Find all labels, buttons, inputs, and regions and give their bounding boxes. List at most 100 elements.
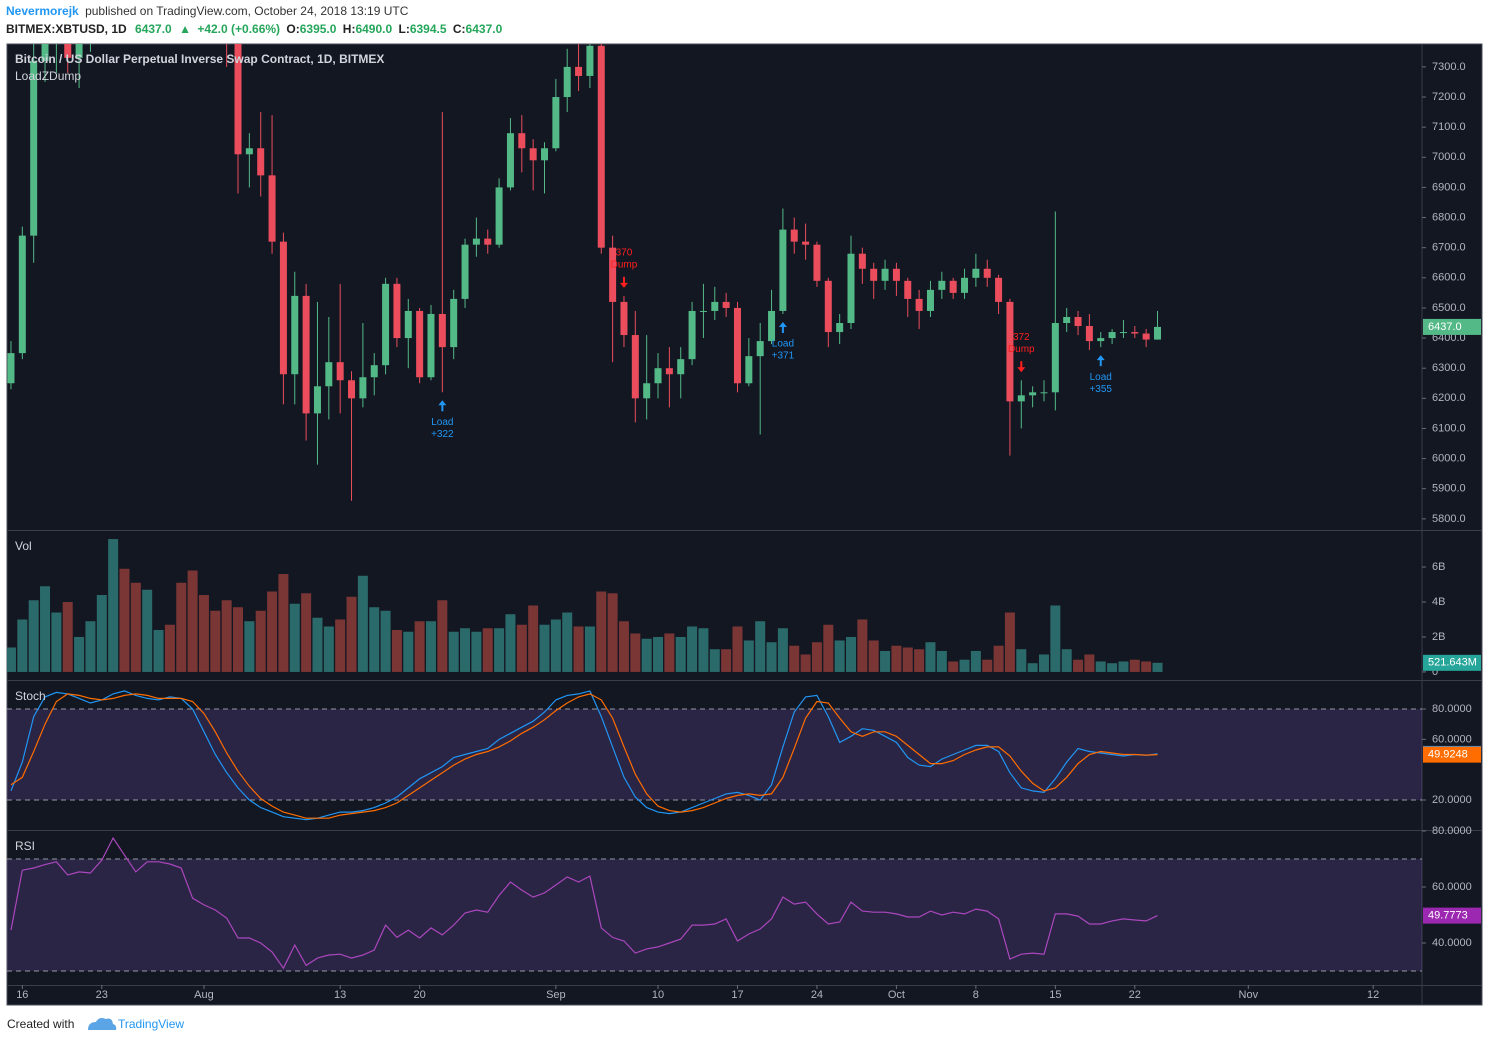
volume-bar [584, 626, 595, 672]
candle-body [1063, 316, 1071, 324]
created-with: Created with [7, 1017, 74, 1031]
candle-body [1154, 326, 1162, 340]
candle-body [575, 66, 583, 76]
band-fill [7, 859, 1422, 971]
candle-body [802, 241, 810, 245]
candle-body [1006, 301, 1014, 402]
candle-body [733, 307, 741, 384]
volume-bar [96, 595, 107, 672]
y-tick-label: 6600.0 [1432, 272, 1466, 284]
volume-bar [1027, 663, 1038, 672]
volume-bar [267, 591, 278, 672]
volume-bar [550, 619, 561, 672]
y-tick-label: 6300.0 [1432, 362, 1466, 374]
y-tick-label: 80.0000 [1432, 825, 1472, 837]
x-tick-label: 12 [1367, 989, 1379, 1001]
volume-bar [891, 645, 902, 672]
candle-body [518, 133, 526, 149]
panel [7, 539, 1163, 672]
candle-body [450, 298, 458, 348]
volume-bar [675, 636, 686, 672]
signal-arrow [438, 400, 447, 412]
volume-bar [1061, 649, 1072, 672]
volume-bar [902, 647, 913, 672]
volume-bar [1141, 661, 1152, 672]
volume-bar [664, 633, 675, 672]
candle-body [506, 133, 514, 188]
candle-body [18, 235, 26, 354]
last-value-box [1423, 654, 1481, 671]
candle-body [279, 241, 287, 375]
volume-bar [766, 642, 777, 672]
volume-bar [425, 621, 436, 672]
volume-bar [709, 649, 720, 672]
volume-bar [505, 614, 516, 672]
volume-bar [198, 595, 209, 672]
candle-body [438, 313, 446, 348]
x-tick-label: 13 [334, 989, 346, 1001]
volume-bar [323, 626, 334, 672]
volume-bar [7, 647, 16, 672]
volume-bar [437, 600, 448, 672]
candle-body [461, 244, 469, 299]
y-tick-label: 6000.0 [1432, 452, 1466, 464]
volume-bar [925, 642, 936, 672]
candle-body [552, 97, 560, 149]
candle-body [1119, 332, 1127, 334]
candle-body [870, 268, 878, 281]
signal-label: 372 [1013, 332, 1030, 343]
candle-body [836, 323, 844, 333]
volume-bar [289, 603, 300, 672]
ohlc-value: 6394.5 [410, 22, 447, 36]
logo [88, 1018, 117, 1030]
volume-bar [335, 619, 346, 672]
candle-body [949, 280, 957, 293]
candle-body [245, 148, 253, 155]
candle-body [858, 253, 866, 269]
chart-subtitle: LoadZDump [15, 69, 81, 83]
candle-body [1029, 392, 1037, 396]
volume-bar [1152, 662, 1163, 672]
candle-body [779, 229, 787, 311]
volume-bar [777, 628, 788, 672]
volume-bar [970, 650, 981, 672]
last-value-label: 49.9248 [1428, 749, 1468, 761]
candle-body [291, 295, 299, 375]
candle-body [257, 148, 265, 176]
volume-bar [528, 605, 539, 672]
signal-label: Load [1090, 372, 1112, 383]
y-tick-label: 6200.0 [1432, 392, 1466, 404]
header: Nevermorejk published on TradingView.com… [6, 4, 503, 36]
volume-bar [119, 568, 130, 672]
x-tick-label: 23 [96, 989, 108, 1001]
panel-title: Stoch [15, 689, 46, 703]
volume-bar [539, 624, 550, 672]
volume-bar [494, 628, 505, 672]
volume-bar [743, 640, 754, 672]
signal-label: +371 [772, 351, 795, 362]
candle-body [87, 37, 94, 38]
volume-bar [108, 539, 119, 672]
candle-body [586, 45, 594, 76]
volume-bar [255, 610, 266, 672]
last-price: 6437.0 [135, 22, 172, 36]
candle-body [404, 310, 412, 339]
panel-title: RSI [15, 839, 35, 853]
volume-bar [1038, 654, 1049, 672]
x-tick-label: Sep [546, 989, 566, 1001]
y-tick-label: 2B [1432, 631, 1445, 643]
candle-body [926, 289, 934, 311]
volume-bar [868, 640, 879, 672]
candle-body [643, 383, 651, 399]
volume-bar [369, 607, 380, 672]
volume-bar [653, 636, 664, 672]
volume-bar [618, 621, 629, 672]
candle-body [427, 313, 435, 378]
y-tick-label: 7200.0 [1432, 91, 1466, 103]
volume-bar [846, 636, 857, 672]
volume-bar [755, 621, 766, 672]
candle-body [711, 301, 719, 311]
signal-arrow [1017, 361, 1026, 373]
x-tick-label: 20 [414, 989, 426, 1001]
